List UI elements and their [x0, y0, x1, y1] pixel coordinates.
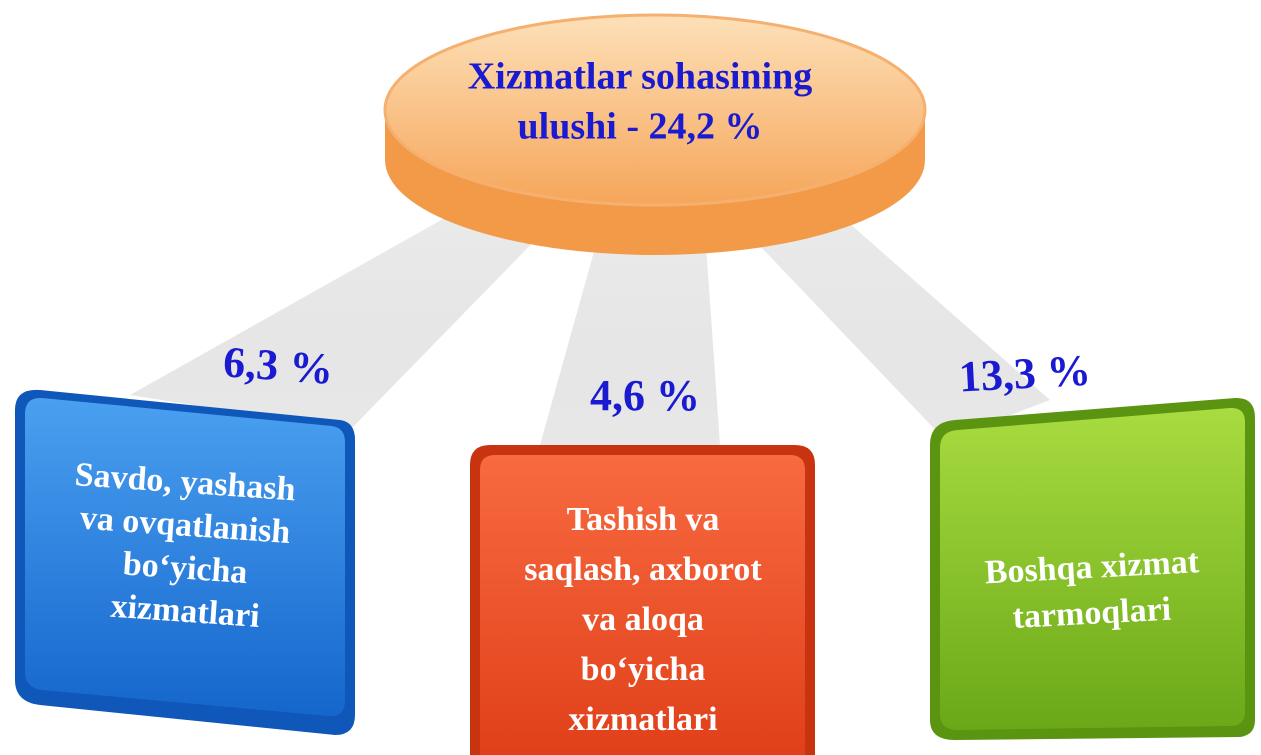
- disk: [383, 13, 927, 255]
- connector: [540, 230, 720, 445]
- boxes: [15, 389, 1255, 755]
- box-face: [940, 407, 1245, 730]
- share-label: 13,3 %: [958, 346, 1092, 402]
- header-line: Xizmatlar sohasining: [468, 56, 813, 98]
- box-label-line: va aloqa: [582, 601, 704, 638]
- box-label-line: Tashish va: [567, 501, 720, 538]
- connectors: [130, 215, 1050, 445]
- box-label-line: xizmatlari: [568, 701, 717, 738]
- connector: [130, 215, 550, 430]
- texts: Xizmatlar sohasining ulushi - 24,2 % 6,3 %…: [74, 56, 1201, 738]
- share-label: 6,3 %: [222, 337, 335, 394]
- box-face: [25, 397, 345, 717]
- box-label-line: tarmoqlari: [1012, 591, 1172, 636]
- box-label-line: bo‘yicha: [122, 545, 249, 591]
- box-face: [480, 455, 805, 755]
- box-label-line: saqlash, axborot: [524, 551, 762, 588]
- header-line: ulushi - 24,2 %: [518, 106, 763, 148]
- connector: [740, 215, 1050, 440]
- share-label: 4,6 %: [590, 371, 700, 420]
- box-label-line: bo‘yicha: [581, 651, 706, 688]
